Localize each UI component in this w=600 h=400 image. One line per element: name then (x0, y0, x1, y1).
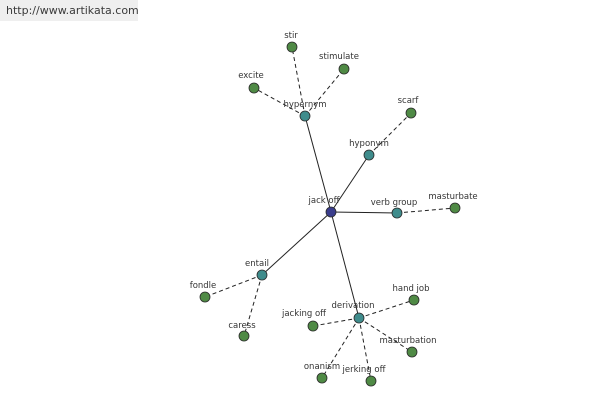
label-word-masturbate: masturbate (428, 192, 477, 202)
edge-hyponym-scarf (368, 112, 412, 156)
label-relation-hypernym: hypernym (283, 100, 326, 110)
label-word-jerkingoff: jerking off (342, 365, 387, 375)
label-word-stimulate: stimulate (319, 52, 359, 62)
label-word-caress: caress (228, 321, 256, 331)
url-banner: http://www.artikata.com (0, 0, 139, 21)
label-relation-derivation: derivation (331, 301, 374, 311)
edge-hypernym-stir (291, 46, 306, 117)
label-relation-hyponym: hyponym (349, 139, 389, 149)
edge-derivation-onanism (321, 317, 360, 379)
edge-derivation-jerkingoff (358, 317, 372, 382)
edge-entail-caress (243, 274, 263, 337)
node-relation-derivation[interactable] (353, 312, 365, 324)
site-url[interactable]: http://www.artikata.com (6, 4, 139, 17)
label-word-onanism: onanism (304, 362, 340, 372)
label-relation-entail: entail (245, 259, 269, 269)
label-word-scarf: scarf (398, 96, 420, 106)
node-word-stir[interactable] (286, 41, 298, 53)
node-word-excite[interactable] (248, 82, 260, 94)
label-word-handjob: hand job (392, 284, 429, 294)
label-word-fondle: fondle (190, 281, 217, 291)
edge-center-verbgroup (330, 211, 398, 214)
node-word-jackingoff[interactable] (307, 320, 319, 332)
node-word-masturbate[interactable] (449, 202, 461, 214)
node-relation-verbgroup[interactable] (391, 207, 403, 219)
edge-entail-fondle (204, 274, 263, 298)
node-word-stimulate[interactable] (338, 63, 350, 75)
node-word-jerkingoff[interactable] (365, 375, 377, 387)
node-relation-hypernym[interactable] (299, 110, 311, 122)
node-word-masturbation[interactable] (406, 346, 418, 358)
label-word-jackingoff: jacking off (281, 309, 327, 319)
label-word-stir: stir (284, 31, 298, 41)
graph-edges (204, 46, 456, 382)
edge-hypernym-excite (253, 87, 306, 117)
edge-center-derivation (330, 211, 360, 319)
graph-nodes (199, 41, 461, 387)
edge-hypernym-stimulate (304, 68, 345, 117)
node-word-scarf[interactable] (405, 107, 417, 119)
node-center[interactable] (325, 206, 337, 218)
node-word-fondle[interactable] (199, 291, 211, 303)
label-center: jack off (308, 196, 341, 206)
label-word-masturbation: masturbation (379, 336, 436, 346)
label-relation-verbgroup: verb group (371, 198, 418, 208)
edge-derivation-jackingoff (312, 317, 360, 327)
edge-center-hyponym (330, 154, 370, 213)
node-relation-entail[interactable] (256, 269, 268, 281)
edge-center-entail (261, 211, 332, 276)
node-word-onanism[interactable] (316, 372, 328, 384)
node-word-caress[interactable] (238, 330, 250, 342)
node-word-handjob[interactable] (408, 294, 420, 306)
graph-labels: jack off hypernym stir stimulate excite hypon… (190, 31, 478, 375)
edge-derivation-masturbation (358, 317, 413, 353)
edge-center-hypernym (304, 115, 332, 213)
label-word-excite: excite (238, 71, 264, 81)
edge-derivation-handjob (358, 299, 415, 319)
node-relation-hyponym[interactable] (363, 149, 375, 161)
edge-verbgroup-masturbate (396, 207, 456, 214)
